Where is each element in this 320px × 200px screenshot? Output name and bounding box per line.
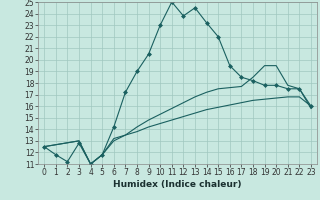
X-axis label: Humidex (Indice chaleur): Humidex (Indice chaleur) (113, 180, 242, 189)
